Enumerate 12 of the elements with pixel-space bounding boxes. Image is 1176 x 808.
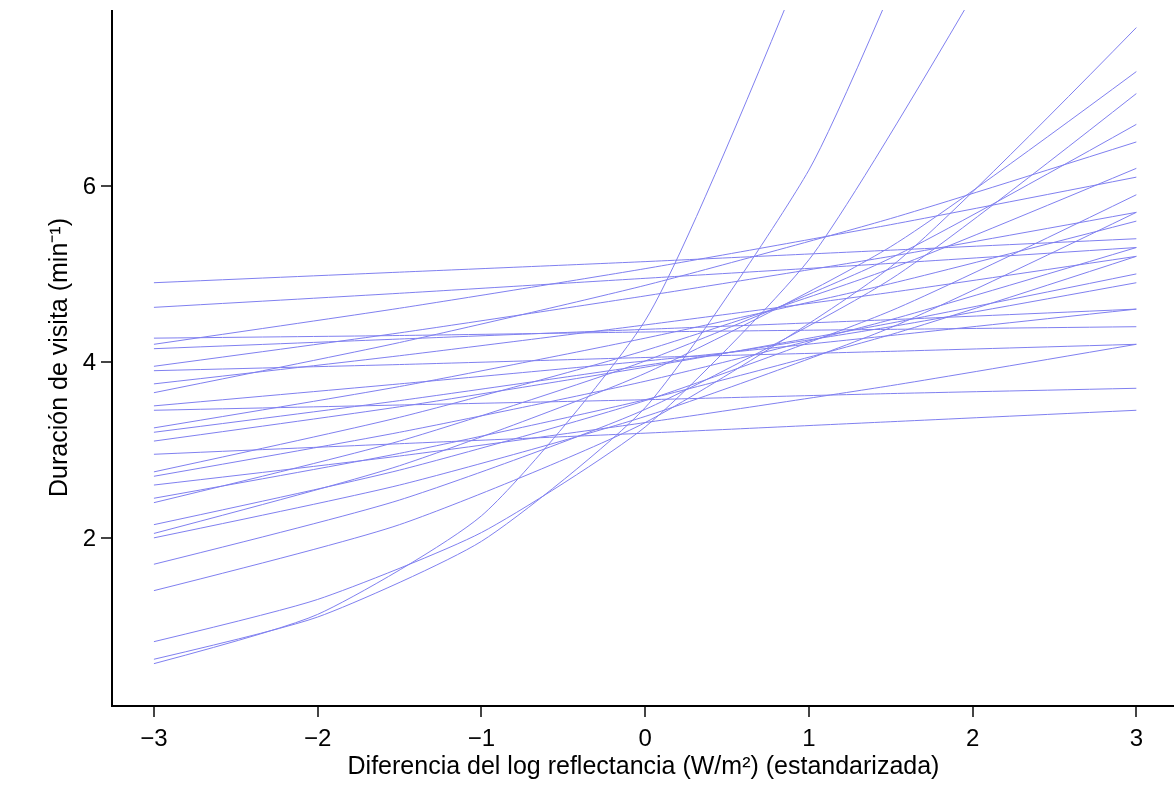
x-tick-label: 1 <box>802 723 816 751</box>
x-tick-label: −3 <box>140 723 168 751</box>
y-axis-title: Duración de visita (min⁻¹) <box>44 218 73 497</box>
x-tick-label: 0 <box>638 723 652 751</box>
y-tick-label: 2 <box>82 524 97 552</box>
x-axis-title: Diferencia del log reflectancia (W/m²) (estandarizada) <box>347 750 940 779</box>
x-tick-label: 2 <box>965 723 980 751</box>
x-tick-label: 3 <box>1129 723 1144 751</box>
y-tick-label: 4 <box>82 348 97 376</box>
x-tick-label: −2 <box>303 723 332 751</box>
x-tick-label: −1 <box>467 723 496 751</box>
y-tick-label: 6 <box>82 172 97 200</box>
